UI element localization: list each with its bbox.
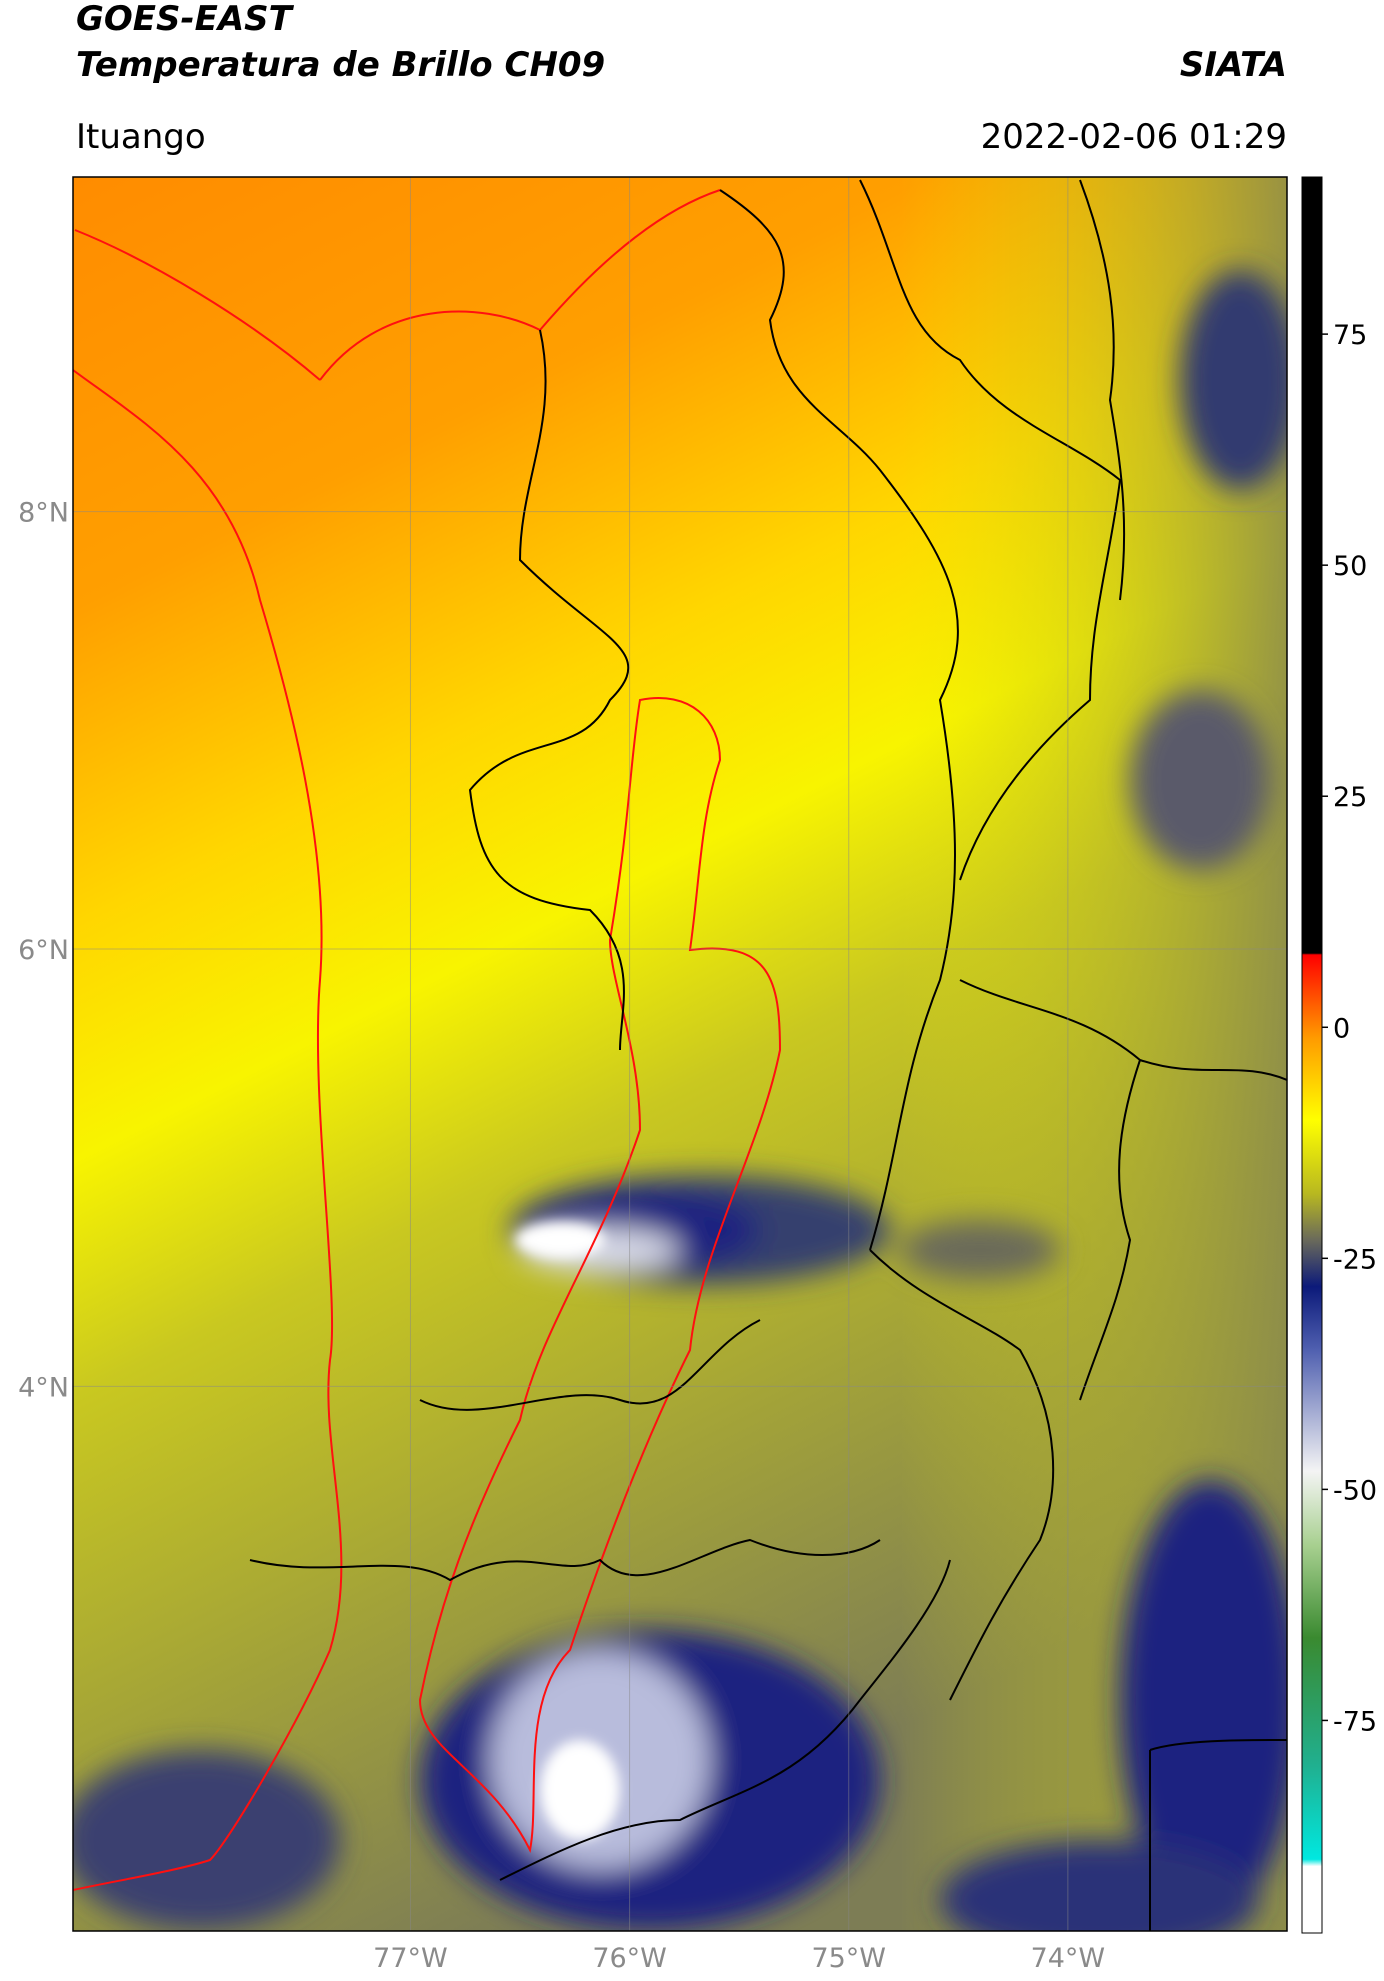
colorbar-tick-label: -50 bbox=[1333, 1475, 1377, 1506]
colorbar-tick-label: -25 bbox=[1333, 1244, 1377, 1275]
datetime: 2022-02-06 01:29 bbox=[981, 117, 1287, 157]
x-tick-label: 77°W bbox=[373, 1943, 448, 1974]
y-tick-label: 8°N bbox=[18, 498, 69, 529]
title: GOES-EAST bbox=[76, 0, 295, 39]
x-tick-label: 75°W bbox=[811, 1943, 886, 1974]
map-frame bbox=[72, 176, 1288, 1932]
satellite-image bbox=[73, 177, 1287, 1931]
colorbar-tick-label: 0 bbox=[1333, 1013, 1350, 1044]
y-tick-label: 6°N bbox=[18, 935, 69, 966]
source: SIATA bbox=[1180, 45, 1287, 85]
colorbar-tick-label: 75 bbox=[1333, 320, 1367, 351]
grid bbox=[73, 177, 1287, 1931]
subtitle: Temperatura de Brillo CH09 bbox=[76, 45, 605, 85]
y-tick-label: 4°N bbox=[18, 1372, 69, 1403]
x-tick-label: 76°W bbox=[592, 1943, 667, 1974]
colorbar-tick-label: 50 bbox=[1333, 551, 1367, 582]
x-tick-label: 74°W bbox=[1031, 1943, 1106, 1974]
colorbar bbox=[1301, 176, 1323, 1934]
location: Ituango bbox=[76, 117, 206, 157]
colorbar-tick-label: 25 bbox=[1333, 782, 1367, 813]
colorbar-tick-label: -75 bbox=[1333, 1706, 1377, 1737]
